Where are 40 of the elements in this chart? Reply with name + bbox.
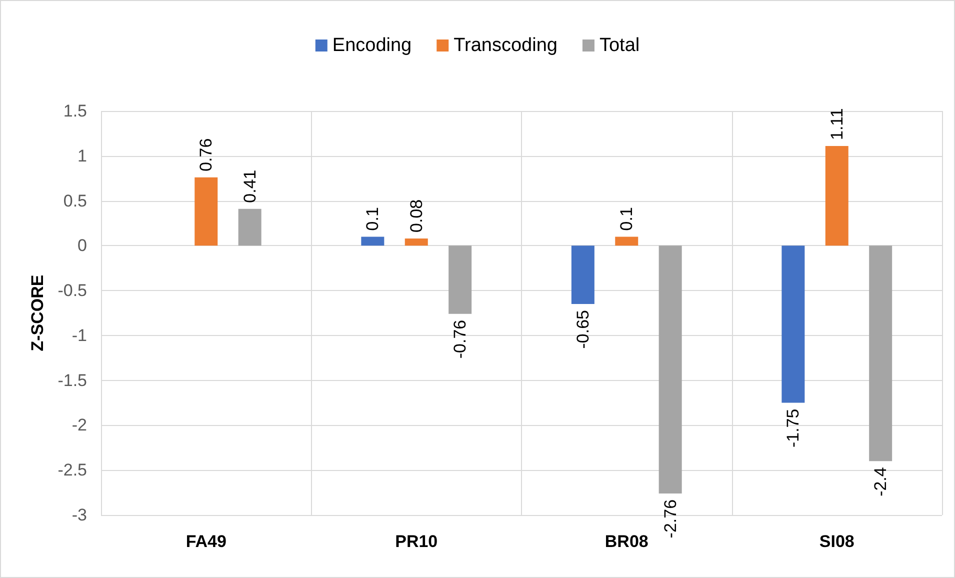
data-label: -2.76	[660, 499, 680, 538]
bar	[404, 238, 428, 246]
y-tick-label: -2	[72, 416, 87, 435]
data-label: 0.41	[240, 170, 260, 203]
y-tick-label: -2.5	[58, 460, 87, 480]
data-label: -1.75	[784, 408, 803, 448]
y-tick-label: 0.5	[63, 191, 87, 210]
data-label: 0.08	[406, 199, 426, 232]
data-label: 0.1	[617, 207, 636, 231]
legend-label: Total	[599, 35, 640, 56]
y-tick-label: -1.5	[58, 370, 87, 390]
y-tick-label: 1	[78, 146, 87, 166]
bar	[571, 246, 594, 304]
bar	[825, 146, 848, 246]
x-tick-label: SI08	[819, 532, 854, 551]
data-label: 1.11	[827, 108, 846, 140]
data-label: -0.65	[573, 310, 592, 349]
y-tick-label: -3	[72, 506, 87, 524]
x-tick-label: BR08	[604, 532, 648, 551]
bar	[658, 246, 682, 494]
data-label: 0.1	[363, 207, 382, 231]
x-tick-label: FA49	[186, 532, 226, 551]
bar	[448, 246, 472, 314]
bar	[238, 208, 262, 246]
y-tick-label: 0	[78, 236, 87, 256]
data-label: -2.4	[871, 467, 890, 496]
data-label: 0.76	[196, 138, 216, 172]
bar	[869, 246, 892, 462]
y-tick-label: -0.5	[58, 281, 87, 300]
legend-label: Encoding	[332, 35, 412, 56]
y-axis-title: Z-SCORE	[28, 274, 47, 352]
data-label: -0.76	[450, 320, 470, 359]
legend-label: Transcoding	[454, 35, 558, 56]
y-tick-label: 1.5	[63, 102, 87, 120]
bar	[194, 177, 218, 246]
bar	[782, 246, 805, 403]
bar	[361, 236, 384, 246]
y-tick-label: -1	[72, 326, 87, 345]
bar	[615, 236, 638, 246]
x-tick-label: PR10	[395, 532, 438, 551]
